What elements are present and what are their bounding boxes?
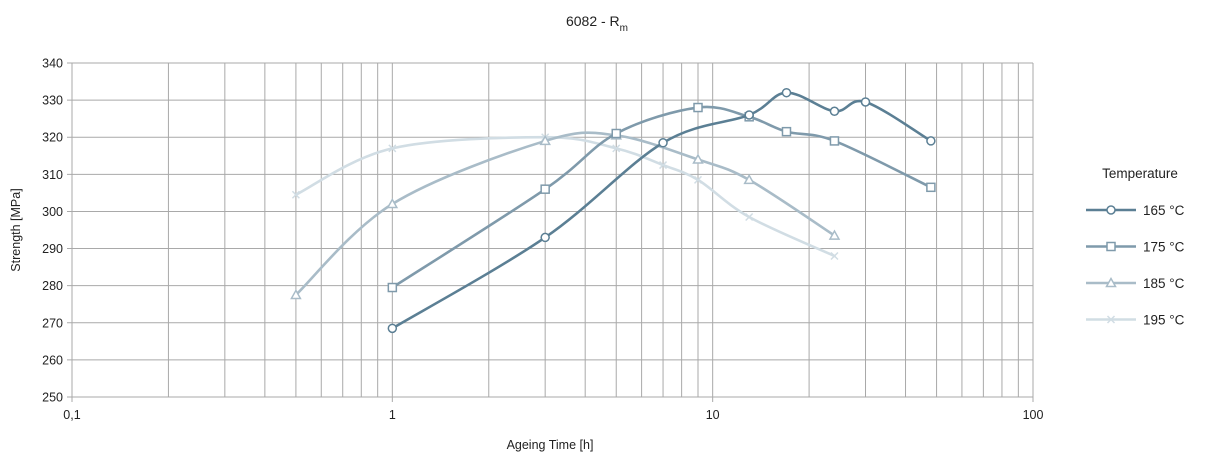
legend-item: 195 °C [1086,313,1185,328]
series-0 [387,87,936,334]
x-tick-label: 10 [706,408,720,422]
data-point [290,288,302,300]
legend-item: 165 °C [1086,203,1185,218]
series-1 [387,102,936,293]
y-tick-label: 340 [42,57,63,71]
data-point [612,144,621,153]
x-marker-stroke [291,190,300,199]
legend-item: 175 °C [1086,240,1185,255]
x-marker-stroke [612,144,621,153]
data-point [692,153,704,164]
x-marker-stroke [693,175,703,184]
plot-grid [67,62,1034,402]
y-tick-label: 310 [42,168,63,182]
data-point [540,232,550,243]
data-point [387,282,398,293]
x-tick-label: 100 [1023,408,1044,422]
legend-item: 185 °C [1086,276,1185,291]
chart-title: 6082 - Rm [566,13,628,34]
data-point [926,182,936,193]
data-point [658,138,668,148]
data-point [693,175,703,184]
y-tick-label: 280 [42,279,63,293]
x-marker-stroke [830,251,839,261]
legend-title: Temperature [1102,166,1178,181]
data-point [781,126,792,137]
data-point [387,323,398,334]
data-point [745,212,754,222]
legend-label: 175 °C [1143,240,1185,255]
data-point [659,161,668,170]
x-tick-label: 1 [389,408,396,422]
data-point [291,190,300,199]
data-point [829,136,840,146]
legend: Temperature 165 °C 175 °C 185 °C 195 °C [1086,166,1185,328]
chart-title-subscript: m [620,23,628,34]
x-tick-label: 0,1 [63,408,80,422]
legend-swatch-marker [1105,276,1117,288]
chart-title-main: 6082 - R [566,13,620,29]
x-marker-stroke [388,144,397,153]
data-point [743,173,755,185]
data-point [388,144,397,153]
data-point [860,97,871,107]
legend-label: 195 °C [1143,313,1185,328]
y-tick-label: 290 [42,242,63,256]
plot-series [290,87,936,334]
data-point [744,110,754,120]
data-point [693,102,703,113]
data-point [926,136,936,146]
y-tick-label: 260 [42,353,63,367]
data-point [781,87,792,98]
series-2 [290,129,841,300]
axis-ticks: 250 260 270 280 290 300 310 320 330 340 0,1 1 10 100 [42,57,1043,423]
x-marker-stroke [745,212,754,222]
data-point [828,229,841,240]
y-axis-label: Strength [MPa] [9,188,23,271]
data-point [611,128,621,139]
legend-swatch-marker [1106,241,1116,252]
data-point [386,197,399,209]
y-tick-label: 330 [42,94,63,108]
x-marker-stroke [1106,315,1116,324]
legend-swatch-marker [1106,315,1116,324]
legend-label: 185 °C [1143,276,1185,291]
data-point [539,134,551,146]
y-tick-label: 270 [42,316,63,330]
y-tick-label: 300 [42,205,63,219]
data-point [829,106,840,116]
y-tick-label: 320 [42,131,63,145]
x-axis-label: Ageing Time [h] [507,438,594,452]
x-marker-stroke [659,161,668,170]
legend-swatch-marker [1106,205,1116,215]
data-point [830,251,839,261]
y-tick-label: 250 [42,391,63,405]
legend-label: 165 °C [1143,203,1185,218]
data-point [540,184,550,194]
